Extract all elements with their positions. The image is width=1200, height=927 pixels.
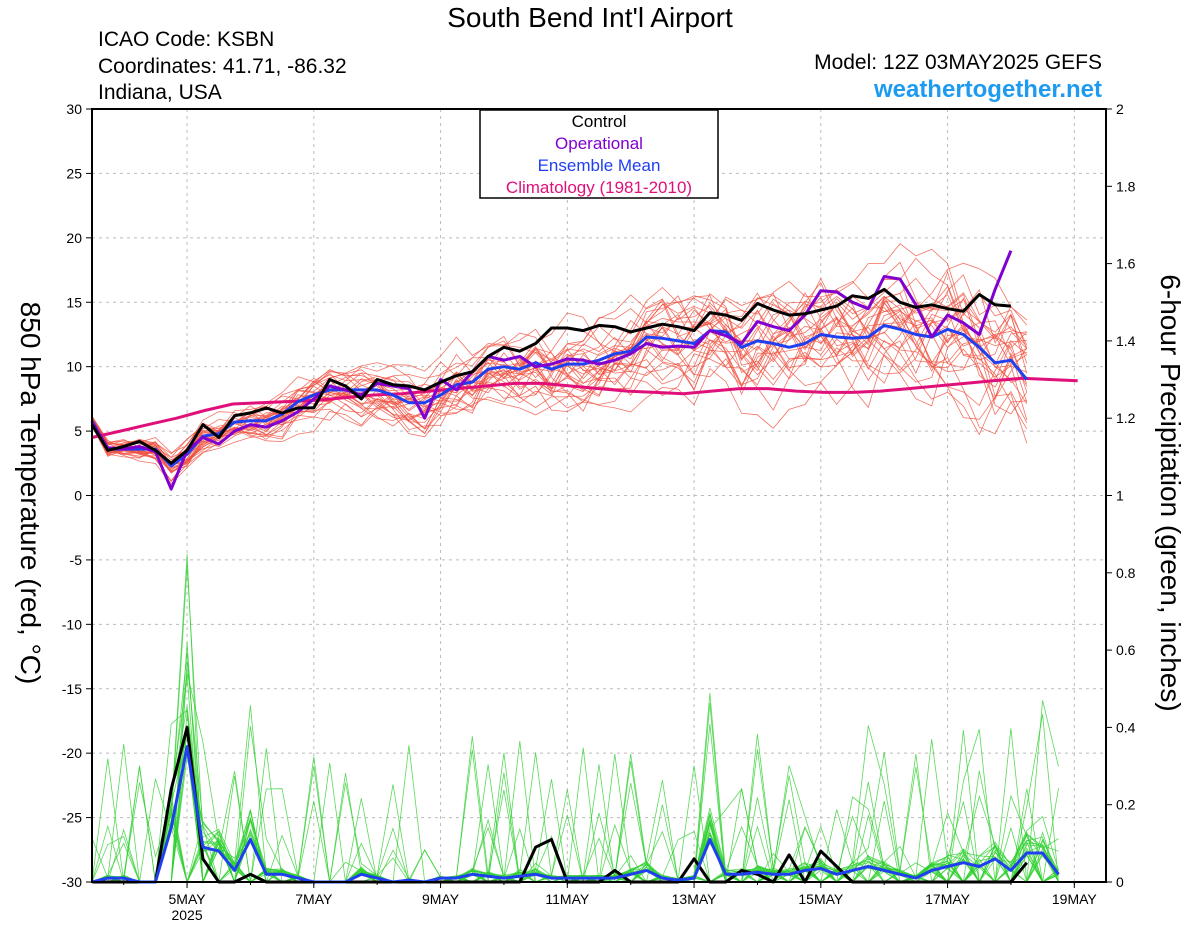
y-tick-label: -20: [62, 745, 82, 761]
legend-entry: Operational: [555, 134, 643, 153]
legend: Control Operational Ensemble Mean Climatolo…: [479, 109, 719, 199]
y2-tick-label: 1: [1116, 488, 1124, 504]
y-tick-label: -25: [62, 810, 82, 826]
x-tick-label: 7MAY: [295, 891, 333, 907]
location: Indiana, USA: [98, 81, 222, 104]
series-lines: [90, 250, 1078, 884]
x-tick-label: 19MAY: [1052, 891, 1098, 907]
y2-tick-label: 1.6: [1116, 256, 1136, 272]
y2-tick-label: 0.2: [1116, 797, 1136, 813]
coordinates: Coordinates: 41.71, -86.32: [98, 55, 347, 78]
chart-title: South Bend Int'l Airport: [447, 2, 733, 33]
y-tick-label: 30: [66, 101, 82, 117]
member-temp-line: [91, 299, 1028, 471]
member-precip-line: [91, 641, 1059, 884]
y-tick-label: 10: [66, 359, 82, 375]
legend-entry: Control: [572, 112, 627, 131]
axes: 302520151050-5-10-15-20-25-3021.81.61.41…: [62, 101, 1136, 923]
y2-tick-label: 1.2: [1116, 410, 1136, 426]
member-temp-line: [91, 271, 1028, 467]
legend-entry: Ensemble Mean: [538, 156, 661, 175]
x-tick-label: 9MAY: [422, 891, 460, 907]
member-precip-line: [91, 726, 1059, 883]
y-tick-label: -5: [70, 552, 83, 568]
y-tick-label: 25: [66, 165, 82, 181]
y-tick-label: 20: [66, 230, 82, 246]
y-tick-label: -15: [62, 681, 82, 697]
icao-code: ICAO Code: KSBN: [98, 28, 275, 51]
member-temp-line: [91, 292, 1028, 473]
model-run: Model: 12Z 03MAY2025 GEFS: [814, 51, 1102, 74]
y-tick-label: 15: [66, 294, 82, 310]
y2-tick-label: 1.8: [1116, 178, 1136, 194]
grid: [92, 109, 1106, 882]
temp-line-control: [90, 287, 1012, 465]
x-tick-label: 15MAY: [798, 891, 844, 907]
legend-entry: Climatology (1981-2010): [506, 178, 692, 197]
temp-line-climatology-: [91, 376, 1078, 439]
member-temp-line: [91, 274, 1027, 473]
member-precip-line: [92, 810, 1059, 884]
x-tick-label: 5MAY: [169, 891, 207, 907]
x-tick-sublabel: 2025: [171, 907, 202, 923]
y2-tick-label: 0.6: [1116, 642, 1136, 658]
member-temp-line: [91, 277, 1028, 458]
y2-tick-label: 0.4: [1116, 719, 1136, 735]
member-temp-line: [91, 299, 1028, 485]
y-tick-label: 5: [74, 423, 82, 439]
member-precip-line: [92, 672, 1059, 884]
precip-line-ensemble-mean: [91, 745, 1060, 884]
member-temp-line: [91, 303, 1028, 474]
y2-tick-label: 0.8: [1116, 565, 1136, 581]
x-tick-label: 13MAY: [672, 891, 718, 907]
y-tick-label: -10: [62, 616, 82, 632]
y-tick-label: 0: [74, 488, 82, 504]
y2-tick-label: 1.4: [1116, 333, 1136, 349]
member-precip-line: [91, 554, 1059, 884]
legend-box: [479, 109, 719, 199]
y2-tick-label: 0: [1116, 874, 1124, 890]
y-tick-label: -30: [62, 874, 82, 890]
member-precip-line: [91, 675, 1059, 884]
temp-line-ensemble-mean: [90, 323, 1028, 468]
y2-tick-label: 2: [1116, 101, 1124, 117]
member-precip-line: [91, 713, 1059, 883]
temp-line-operational: [90, 250, 1013, 491]
site-link[interactable]: weathertogether.net: [873, 76, 1102, 103]
x-tick-label: 17MAY: [925, 891, 971, 907]
x-tick-label: 11MAY: [545, 891, 589, 907]
ensemble-members: [91, 243, 1059, 884]
